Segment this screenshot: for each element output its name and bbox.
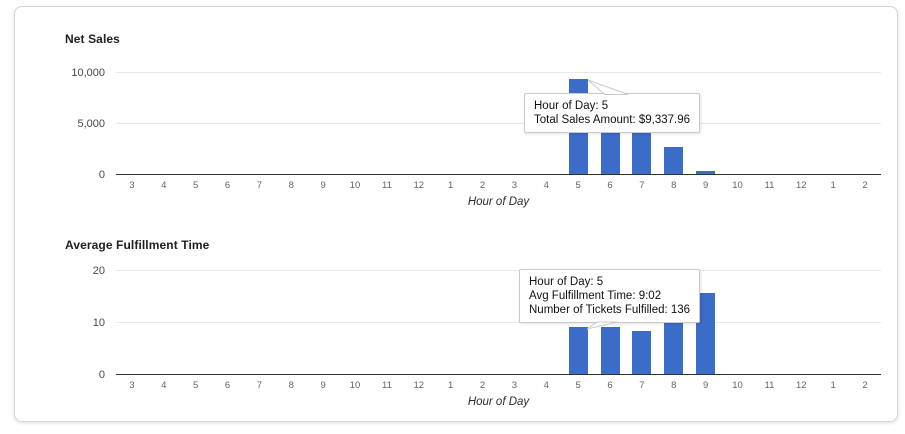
- x-tick-label: 8: [288, 380, 294, 391]
- x-tick-label: 10: [349, 380, 361, 391]
- x-tick-label: 2: [479, 180, 486, 191]
- y-tick-label: 5,000: [77, 117, 105, 130]
- x-tick-label: 1: [830, 180, 836, 191]
- bar-hour-6[interactable]: [600, 326, 620, 374]
- x-tick-label: 7: [639, 180, 645, 191]
- x-tick-label: 4: [161, 380, 167, 391]
- gridline: [116, 321, 881, 323]
- x-tick-label: 7: [256, 380, 263, 391]
- x-tick-label: 12: [796, 380, 807, 391]
- net-sales-x-axis-title: Hour of Day: [467, 196, 530, 208]
- y-tick-label: 0: [98, 169, 105, 181]
- net-sales-chart-title: Net Sales: [65, 32, 120, 46]
- x-tick-label: 1: [448, 380, 454, 391]
- x-tick-label: 6: [607, 180, 613, 191]
- avg-fulfillment-x-axis-title: Hour of Day: [467, 396, 530, 408]
- y-tick-label: 10,000: [71, 66, 105, 79]
- x-tick-label: 6: [607, 380, 613, 391]
- x-tick-label: 8: [671, 380, 677, 391]
- x-tick-label: 3: [129, 380, 135, 391]
- x-axis-baseline: [116, 374, 881, 375]
- x-tick-label: 5: [575, 380, 581, 391]
- bar-hour-9[interactable]: [696, 170, 716, 174]
- x-tick-label: 11: [382, 380, 392, 391]
- y-tick-label: 10: [92, 316, 105, 329]
- x-tick-label: 12: [413, 180, 425, 191]
- x-tick-label: 4: [543, 380, 549, 391]
- net-sales-plot-area: 0 5,000 10,000 3 4 5 6 7 8 9 10 11 12 1 2 3 4 5 6 7 8 9 10 11 12…: [71, 61, 881, 191]
- x-tick-label: 3: [511, 380, 518, 391]
- gridline: [116, 269, 881, 271]
- bar-hour-7[interactable]: [632, 330, 652, 374]
- x-tick-label: 4: [543, 180, 549, 191]
- tooltip-line-hour: Hour of Day: 5: [534, 100, 609, 112]
- x-tick-label: 8: [288, 180, 294, 191]
- x-tick-label: 9: [320, 180, 326, 191]
- avg-fulfillment-chart-title: Average Fulfillment Time: [65, 238, 210, 252]
- bar-hour-9[interactable]: [696, 292, 716, 374]
- x-tick-label: 11: [764, 180, 775, 191]
- x-tick-label: 12: [796, 180, 807, 191]
- x-tick-label: 2: [479, 380, 486, 391]
- y-tick-label: 0: [98, 369, 105, 381]
- x-tick-label: 7: [256, 180, 263, 191]
- x-tick-label: 9: [703, 180, 709, 191]
- avg-fulfillment-plot-area: 0 10 20 3 4 5 6 7 8 9 10 11 12 1 2 3 4 5 6 7 8 9 10 11 12 1 2: [93, 259, 881, 391]
- x-tick-label: 2: [862, 180, 868, 191]
- x-tick-label: 3: [129, 180, 135, 191]
- x-tick-label: 7: [639, 380, 645, 391]
- x-tick-label: 6: [224, 380, 231, 391]
- x-tick-label: 9: [703, 380, 709, 391]
- gridline: [116, 71, 881, 73]
- x-tick-label: 9: [320, 380, 326, 391]
- x-tick-label: 11: [382, 180, 392, 191]
- x-tick-label: 3: [511, 180, 518, 191]
- gridline: [116, 122, 881, 124]
- x-tick-label: 8: [671, 180, 677, 191]
- x-tick-label: 5: [193, 380, 199, 391]
- x-tick-label: 2: [862, 380, 868, 391]
- x-tick-label: 5: [575, 180, 581, 191]
- x-tick-label: 10: [732, 180, 743, 191]
- x-tick-label: 10: [349, 180, 361, 191]
- x-tick-label: 1: [830, 380, 836, 391]
- avg-fulfillment-tooltip: Hour of Day: 5 Avg Fulfillment Time: 9:0…: [519, 269, 701, 323]
- bar-hour-8[interactable]: [664, 147, 684, 174]
- bar-hour-5[interactable]: [568, 327, 588, 374]
- x-axis-baseline: [116, 174, 881, 175]
- tooltip-line-tickets: Number of Tickets Fulfilled: 136: [529, 304, 691, 316]
- tooltip-line-total-sales: Total Sales Amount: $9,337.96: [534, 114, 690, 126]
- x-tick-label: 10: [732, 380, 743, 391]
- x-tick-label: 11: [764, 380, 775, 391]
- x-tick-label: 4: [161, 180, 167, 191]
- tooltip-line-hour: Hour of Day: 5: [529, 276, 604, 288]
- sales-report-panel: Net Sales 0 5,000 10,000 3 4 5 6 7 8 9 10 11 12 1 2 3 4 5…: [14, 6, 898, 422]
- x-tick-label: 6: [224, 180, 231, 191]
- net-sales-tooltip: Hour of Day: 5 Total Sales Amount: $9,33…: [524, 93, 700, 133]
- tooltip-line-avg-time: Avg Fulfillment Time: 9:02: [529, 290, 662, 302]
- y-tick-label: 20: [92, 264, 105, 277]
- x-tick-label: 5: [193, 180, 199, 191]
- x-tick-label: 12: [413, 380, 425, 391]
- bar-hour-8[interactable]: [664, 313, 684, 374]
- x-tick-label: 1: [448, 180, 454, 191]
